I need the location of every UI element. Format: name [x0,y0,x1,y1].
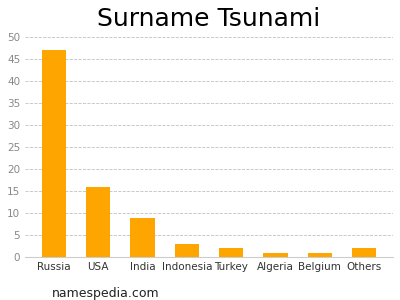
Bar [86,187,110,257]
Bar [175,244,199,257]
Title: Surname Tsunami: Surname Tsunami [98,7,321,31]
Bar [352,248,376,257]
Text: namespedia.com: namespedia.com [52,287,160,300]
Bar [130,218,155,257]
Bar [263,253,288,257]
Bar [219,248,243,257]
Bar [42,50,66,257]
Bar [308,253,332,257]
